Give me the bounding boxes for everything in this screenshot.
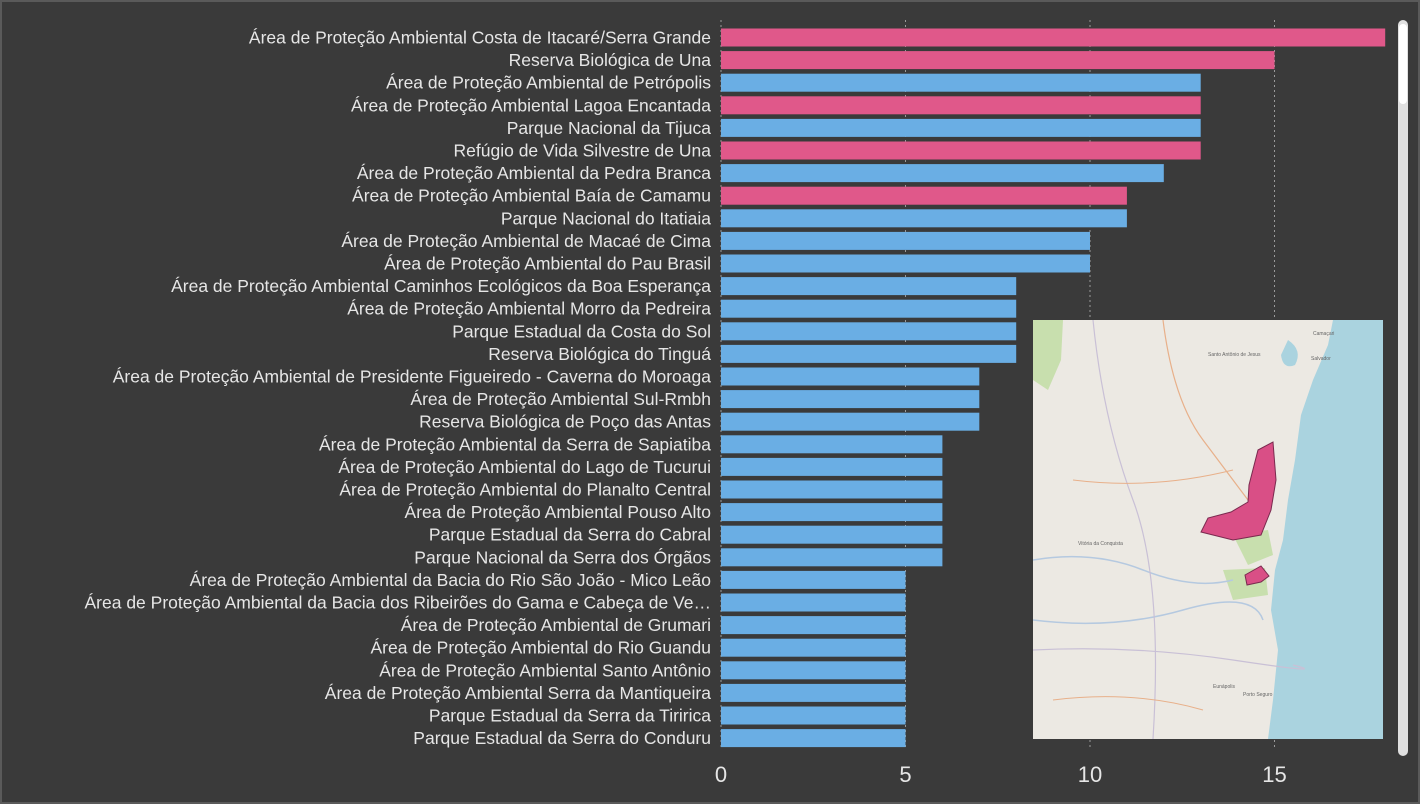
category-label: Reserva Biológica de Poço das Antas (419, 412, 711, 432)
category-label: Parque Estadual da Serra da Tiririca (429, 706, 711, 726)
border-line (1092, 320, 1157, 739)
category-label: Parque Nacional do Itatiaia (501, 208, 711, 228)
bar[interactable] (721, 254, 1090, 273)
forest-patch (1033, 320, 1063, 390)
bar[interactable] (721, 51, 1275, 70)
bar[interactable] (721, 277, 1017, 296)
map-city-label: Salvador (1311, 356, 1331, 362)
bar[interactable] (721, 661, 906, 680)
bar[interactable] (721, 73, 1201, 92)
category-label: Área de Proteção Ambiental Baía de Camam… (352, 186, 711, 206)
x-tick-label: 0 (715, 762, 727, 787)
x-tick-label: 10 (1078, 762, 1102, 787)
bar[interactable] (721, 344, 1017, 363)
category-label: Parque Nacional da Serra dos Órgãos (414, 546, 711, 567)
bar[interactable] (721, 683, 906, 702)
sea-area (1268, 320, 1383, 739)
bar[interactable] (721, 367, 980, 386)
bar[interactable] (721, 480, 943, 499)
category-label: Área de Proteção Ambiental Lagoa Encanta… (351, 95, 711, 115)
road-line (1162, 320, 1264, 521)
category-label: Área de Proteção Ambiental do Pau Brasil (384, 254, 711, 274)
bar[interactable] (721, 118, 1201, 137)
bar[interactable] (721, 28, 1386, 47)
category-label: Área de Proteção Ambiental da Pedra Bran… (357, 163, 711, 183)
category-label: Parque Nacional da Tijuca (507, 118, 712, 138)
bar[interactable] (721, 299, 1017, 318)
bar[interactable] (721, 525, 943, 544)
river-line (1033, 601, 1264, 625)
bar[interactable] (721, 231, 1090, 250)
bar[interactable] (721, 186, 1127, 205)
category-label: Parque Estadual da Costa do Sol (452, 321, 711, 341)
bar[interactable] (721, 390, 980, 409)
bar[interactable] (721, 548, 943, 567)
map-city-label: Eunápolis (1213, 684, 1235, 690)
map-city-label: Santo Antônio de Jesus (1208, 352, 1261, 358)
border-line (1033, 648, 1306, 670)
x-axis-ticks: 0 5 10 15 (715, 762, 1287, 787)
category-label: Área de Proteção Ambiental Pouso Alto (405, 502, 711, 522)
bar[interactable] (721, 706, 906, 725)
bar[interactable] (721, 616, 906, 635)
road-line (1072, 469, 1234, 484)
map-inset[interactable]: Santo Antônio de Jesus Salvador Camaçari… (1033, 320, 1383, 739)
bar[interactable] (721, 435, 943, 454)
bar[interactable] (721, 412, 980, 431)
forest-patch (1233, 530, 1273, 565)
category-label: Refúgio de Vida Silvestre de Una (454, 141, 712, 161)
category-label: Parque Estadual da Serra do Cabral (429, 525, 711, 545)
bay-area (1281, 340, 1298, 367)
category-label: Área de Proteção Ambiental de Grumari (401, 615, 711, 635)
category-label: Área de Proteção Ambiental Sul-Rmbh (410, 389, 711, 409)
protected-area-shape (1200, 441, 1277, 541)
map-city-label: Vitória da Conquista (1078, 541, 1123, 547)
bar[interactable] (721, 638, 906, 657)
bar[interactable] (721, 503, 943, 522)
scrollbar-thumb[interactable] (1399, 24, 1407, 104)
bar[interactable] (721, 729, 906, 748)
category-label: Área de Proteção Ambiental de Macaé de C… (341, 231, 711, 251)
bar[interactable] (721, 164, 1164, 183)
x-tick-label: 5 (899, 762, 911, 787)
map-svg: Santo Antônio de Jesus Salvador Camaçari… (1033, 320, 1383, 739)
bar[interactable] (721, 457, 943, 476)
category-label: Área de Proteção Ambiental Santo Antônio (379, 660, 711, 680)
bar[interactable] (721, 96, 1201, 115)
map-city-label: Porto Seguro (1243, 692, 1273, 698)
bar[interactable] (721, 322, 1017, 341)
category-label: Área de Proteção Ambiental do Lago de Tu… (338, 457, 711, 477)
category-label: Área de Proteção Ambiental de Petrópolis (386, 73, 711, 93)
category-label: Reserva Biológica do Tinguá (488, 344, 711, 364)
category-label: Área de Proteção Ambiental de Presidente… (113, 367, 712, 387)
category-label: Área de Proteção Ambiental da Bacia dos … (85, 593, 712, 613)
bars (721, 28, 1386, 748)
road-line (1052, 696, 1204, 711)
map-city-label: Camaçari (1313, 331, 1334, 337)
category-label: Área de Proteção Ambiental Costa de Itac… (249, 28, 711, 48)
x-tick-label: 15 (1262, 762, 1286, 787)
category-label: Reserva Biológica de Una (509, 50, 712, 70)
category-label: Área de Proteção Ambiental Serra da Mant… (325, 683, 711, 703)
bar[interactable] (721, 141, 1201, 160)
protected-area-shape (1244, 565, 1270, 586)
category-label: Área de Proteção Ambiental Morro da Pedr… (347, 299, 711, 319)
bar[interactable] (721, 570, 906, 589)
category-label: Área de Proteção Ambiental da Serra de S… (319, 434, 711, 454)
category-labels: Área de Proteção Ambiental Costa de Itac… (85, 28, 712, 749)
river-line (1033, 555, 1234, 585)
category-label: Área de Proteção Ambiental Caminhos Ecol… (171, 276, 711, 296)
category-label: Área de Proteção Ambiental do Planalto C… (339, 480, 711, 500)
bar[interactable] (721, 209, 1127, 228)
category-label: Área de Proteção Ambiental do Rio Guandu (371, 638, 712, 658)
bar[interactable] (721, 593, 906, 612)
vertical-scrollbar[interactable] (1398, 20, 1408, 756)
category-label: Parque Estadual da Serra do Conduru (413, 728, 711, 748)
category-label: Área de Proteção Ambiental da Bacia do R… (190, 570, 711, 590)
